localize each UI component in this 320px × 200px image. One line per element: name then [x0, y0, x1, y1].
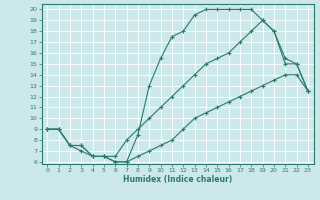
X-axis label: Humidex (Indice chaleur): Humidex (Indice chaleur) [123, 175, 232, 184]
